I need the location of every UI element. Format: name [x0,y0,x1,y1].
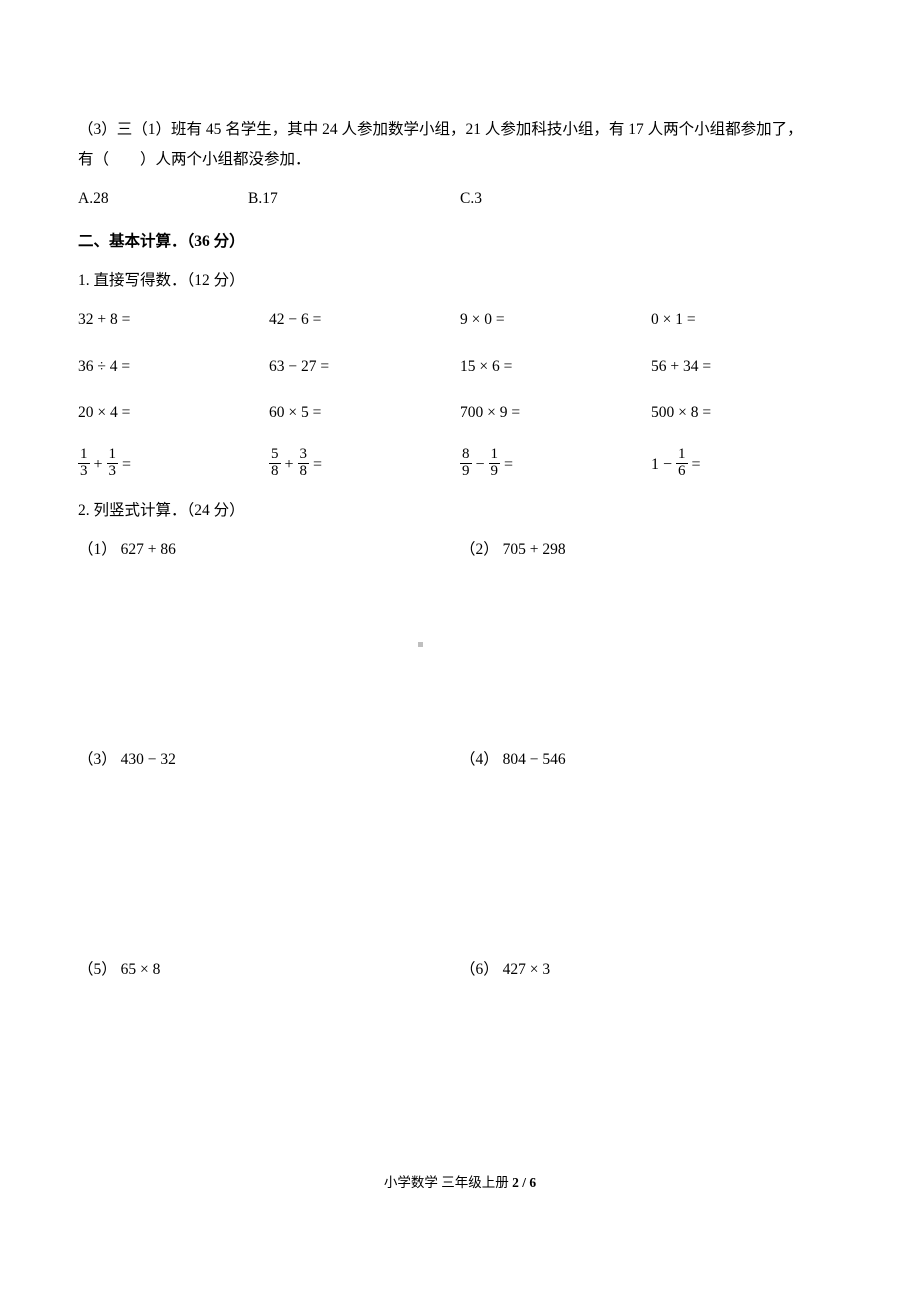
item-label: （3） [78,751,117,768]
item-label: （6） [460,961,499,978]
operator: + [285,452,294,478]
fraction: 58 [269,447,281,480]
item-expression: 427 × 3 [503,961,551,978]
footer-page-number: 2 / 6 [512,1175,536,1190]
operator: − [476,452,485,478]
calc-row-2: 36 ÷ 4 = 63 − 27 = 15 × 6 = 56 + 34 = [78,355,842,380]
calc-cell: 32 + 8 = [78,308,269,333]
frac-cell-2: 58 + 38 = [269,448,460,481]
option-c: C.3 [460,187,672,212]
calc-row-1: 32 + 8 = 42 − 6 = 9 × 0 = 0 × 1 = [78,308,842,333]
sub-1-title: 1. 直接写得数．（12 分） [78,269,842,294]
frac-cell-4: 1 − 16 = [651,448,842,481]
frac-cell-1: 13 + 13 = [78,448,269,481]
fraction: 13 [78,447,90,480]
fraction: 16 [676,447,688,480]
calc-cell: 9 × 0 = [460,308,651,333]
equals-sign: = [692,452,701,478]
vertical-item-6: （6） 427 × 3 [460,958,842,1168]
item-label: （5） [78,961,117,978]
vertical-calc-grid: （1） 627 + 86 （2） 705 + 298 （3） 430 − 32 … [78,538,842,1168]
decorative-square-icon [418,642,423,647]
vertical-item-3: （3） 430 − 32 [78,748,460,958]
option-b: B.17 [248,187,460,212]
equals-sign: = [504,452,513,478]
item-expression: 804 − 546 [503,751,566,768]
item-label: （4） [460,751,499,768]
question-3-text: （3）三（1）班有 45 名学生，其中 24 人参加数学小组，21 人参加科技小… [78,115,842,175]
calc-cell: 700 × 9 = [460,401,651,426]
page-container: （3）三（1）班有 45 名学生，其中 24 人参加数学小组，21 人参加科技小… [0,0,920,1302]
lead-int: 1 [651,452,659,478]
calc-cell: 500 × 8 = [651,401,842,426]
vertical-item-4: （4） 804 − 546 [460,748,842,958]
section-2-title: 二、基本计算．（36 分） [78,230,842,255]
footer-text: 小学数学 三年级上册 [384,1175,512,1190]
option-a: A.28 [78,187,248,212]
item-label: （2） [460,541,499,558]
equals-sign: = [313,452,322,478]
calc-cell: 63 − 27 = [269,355,460,380]
frac-cell-3: 89 − 19 = [460,448,651,481]
fraction: 38 [298,447,310,480]
item-expression: 705 + 298 [503,541,566,558]
mental-calc-grid: 32 + 8 = 42 − 6 = 9 × 0 = 0 × 1 = 36 ÷ 4… [78,308,842,481]
calc-cell: 60 × 5 = [269,401,460,426]
fraction: 13 [107,447,119,480]
question-3-line-2: 有（ ）人两个小组都没参加． [78,151,311,168]
vertical-item-2: （2） 705 + 298 [460,538,842,748]
sub-2-title: 2. 列竖式计算．（24 分） [78,499,842,524]
calc-row-3: 20 × 4 = 60 × 5 = 700 × 9 = 500 × 8 = [78,401,842,426]
operator: + [94,452,103,478]
calc-cell: 36 ÷ 4 = [78,355,269,380]
calc-cell: 20 × 4 = [78,401,269,426]
vertical-item-1: （1） 627 + 86 [78,538,460,748]
item-expression: 65 × 8 [121,961,161,978]
calc-cell: 42 − 6 = [269,308,460,333]
vertical-item-5: （5） 65 × 8 [78,958,460,1168]
fraction: 89 [460,447,472,480]
item-expression: 627 + 86 [121,541,176,558]
calc-cell: 15 × 6 = [460,355,651,380]
item-label: （1） [78,541,117,558]
operator: − [663,452,672,478]
page-footer: 小学数学 三年级上册 2 / 6 [0,1172,920,1194]
equals-sign: = [122,452,131,478]
question-3-options: A.28 B.17 C.3 [78,187,842,212]
calc-cell: 56 + 34 = [651,355,842,380]
calc-cell: 0 × 1 = [651,308,842,333]
calc-row-4-fractions: 13 + 13 = 58 + 38 = 89 − 19 [78,448,842,481]
fraction: 19 [489,447,501,480]
item-expression: 430 − 32 [121,751,176,768]
question-3-line-1: （3）三（1）班有 45 名学生，其中 24 人参加数学小组，21 人参加科技小… [78,121,803,138]
